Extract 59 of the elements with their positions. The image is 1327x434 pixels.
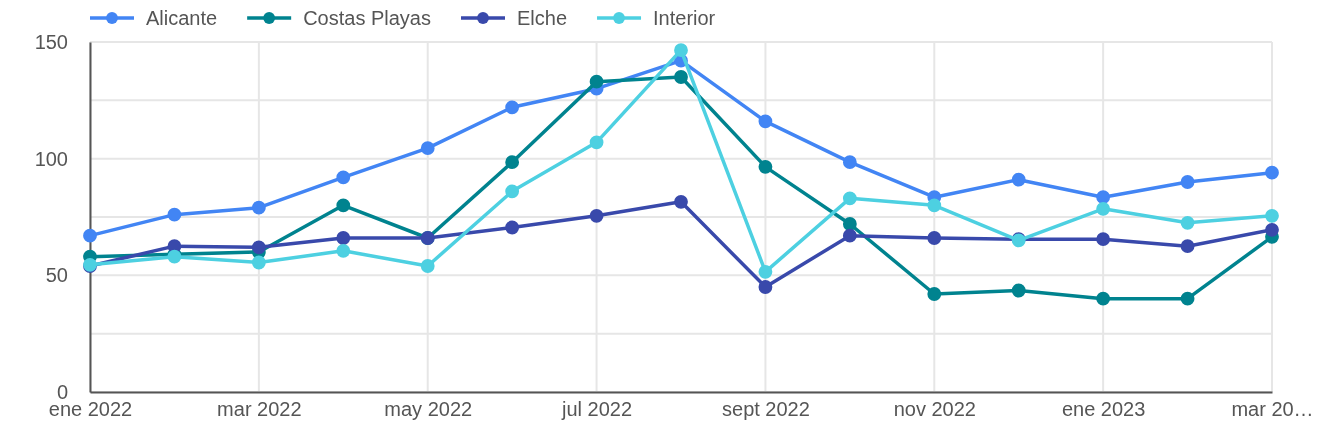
y-tick-label: 50 <box>45 264 68 287</box>
point <box>505 220 520 235</box>
legend-label: Costas Playas <box>303 7 431 29</box>
point <box>758 159 773 174</box>
point <box>251 255 266 270</box>
point <box>1096 201 1111 216</box>
x-tick-label: ene 2023 <box>1061 398 1146 421</box>
point <box>842 228 857 243</box>
x-tick-label: mar 20… <box>1231 398 1314 421</box>
point <box>167 207 182 222</box>
point <box>251 240 266 255</box>
point <box>927 231 942 245</box>
point <box>674 70 688 84</box>
x-tick-label: may 2022 <box>384 398 473 421</box>
point <box>420 141 435 156</box>
legend-label: Alicante <box>146 7 218 29</box>
point <box>674 194 688 209</box>
point <box>1265 208 1279 223</box>
point <box>927 287 942 301</box>
point <box>505 184 520 199</box>
point <box>842 191 857 206</box>
point <box>1011 172 1026 187</box>
point <box>1180 215 1195 230</box>
point <box>1180 239 1195 254</box>
point <box>758 264 773 279</box>
point <box>1265 165 1279 180</box>
point <box>1096 232 1111 247</box>
x-tick-label: jul 2022 <box>561 398 633 421</box>
point <box>589 135 604 150</box>
point <box>674 43 688 58</box>
y-tick-label: 150 <box>34 30 68 53</box>
point <box>505 100 520 115</box>
point <box>336 243 351 258</box>
point <box>505 155 520 170</box>
point <box>589 74 604 89</box>
x-tick-label: nov 2022 <box>893 398 976 421</box>
point <box>1011 283 1026 298</box>
point <box>336 198 351 213</box>
y-tick-label: 100 <box>34 147 68 170</box>
x-tick-label: mar 2022 <box>217 398 302 421</box>
point <box>1096 291 1111 306</box>
point <box>758 280 773 294</box>
point <box>420 259 435 273</box>
point <box>336 170 351 185</box>
point <box>842 217 857 231</box>
point <box>1265 222 1279 237</box>
legend-label: Interior <box>653 7 716 29</box>
x-tick-label: sept 2022 <box>722 398 810 421</box>
point <box>251 200 266 215</box>
point <box>83 228 97 243</box>
point <box>758 114 773 129</box>
point <box>1180 175 1195 189</box>
point <box>1180 291 1195 306</box>
point <box>927 198 942 213</box>
legend-label: Elche <box>517 7 568 29</box>
point <box>842 155 857 170</box>
point <box>336 231 351 245</box>
point <box>589 208 604 223</box>
point <box>1096 190 1111 205</box>
